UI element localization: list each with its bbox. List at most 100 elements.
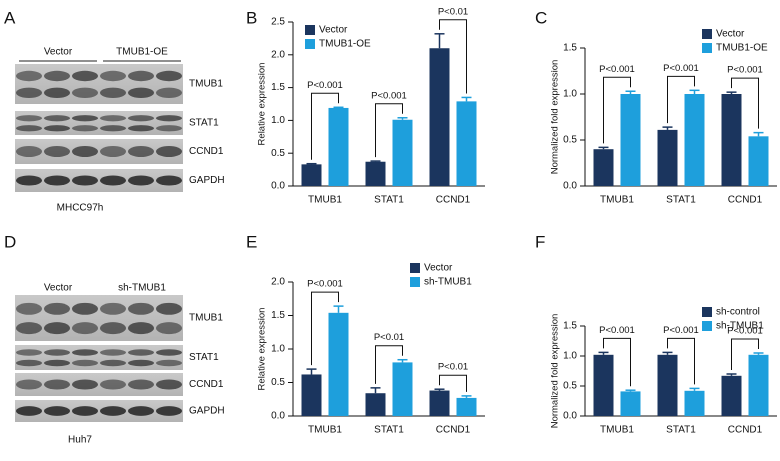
x-tick-label: STAT1 bbox=[666, 195, 696, 206]
bar bbox=[620, 391, 641, 416]
blot-band bbox=[156, 70, 182, 82]
panel-letter: A bbox=[4, 8, 16, 27]
blot-band bbox=[156, 349, 182, 356]
significance-bracket bbox=[603, 76, 631, 144]
blot-band bbox=[72, 146, 98, 157]
blot-band bbox=[44, 359, 70, 367]
x-tick-label: STAT1 bbox=[374, 425, 404, 436]
x-tick-label: CCND1 bbox=[728, 425, 763, 436]
blot-band bbox=[100, 359, 126, 367]
bar bbox=[620, 94, 641, 186]
y-tick-label: 0.0 bbox=[563, 411, 577, 422]
x-tick-label: CCND1 bbox=[436, 195, 471, 206]
bar bbox=[392, 362, 413, 416]
blot-band bbox=[44, 349, 70, 356]
blot-band bbox=[16, 146, 42, 157]
blot-band bbox=[72, 115, 98, 122]
blot-band bbox=[100, 349, 126, 356]
bar bbox=[657, 354, 678, 416]
blot-band bbox=[16, 125, 42, 132]
blot-band bbox=[100, 146, 126, 157]
p-value: P<0.01 bbox=[438, 6, 468, 17]
blot-band bbox=[100, 175, 126, 186]
cell-line: Huh7 bbox=[68, 435, 92, 446]
cell-line: MHCC97h bbox=[57, 203, 104, 214]
legend-label: sh-TMUB1 bbox=[716, 321, 764, 332]
p-value: P<0.001 bbox=[599, 64, 635, 75]
blot-band bbox=[16, 302, 42, 315]
blot-band bbox=[156, 146, 182, 157]
blot-band bbox=[44, 175, 70, 186]
band-label: CCND1 bbox=[189, 146, 224, 157]
legend-label: Vector bbox=[716, 29, 745, 40]
blot-band bbox=[128, 115, 154, 122]
x-tick-label: TMUB1 bbox=[600, 425, 634, 436]
blot-band bbox=[16, 322, 42, 335]
y-tick-label: 1.5 bbox=[271, 82, 285, 93]
blot-band bbox=[128, 125, 154, 132]
legend-swatch bbox=[702, 43, 712, 53]
y-tick-label: 0.0 bbox=[271, 181, 285, 192]
blot-band bbox=[156, 115, 182, 122]
x-tick-label: TMUB1 bbox=[600, 195, 634, 206]
blot-band bbox=[100, 302, 126, 315]
x-tick-label: STAT1 bbox=[666, 425, 696, 436]
blot-band bbox=[128, 70, 154, 82]
p-value: P<0.01 bbox=[438, 362, 468, 373]
p-value: P<0.001 bbox=[371, 90, 407, 101]
blot-band bbox=[16, 70, 42, 82]
bar bbox=[721, 94, 742, 186]
blot-band bbox=[128, 359, 154, 367]
legend-swatch bbox=[305, 39, 315, 49]
y-tick-label: 1.5 bbox=[271, 310, 285, 321]
blot-strip bbox=[15, 169, 183, 192]
bar bbox=[456, 101, 477, 186]
y-tick-label: 0.5 bbox=[271, 377, 285, 388]
blot-band bbox=[156, 302, 182, 315]
legend-swatch bbox=[410, 263, 420, 273]
blot-band bbox=[128, 302, 154, 315]
y-tick-label: 2.5 bbox=[271, 17, 285, 28]
blot-band bbox=[44, 379, 70, 390]
panel-letter: D bbox=[4, 232, 16, 251]
x-tick-label: TMUB1 bbox=[308, 425, 342, 436]
blot-band bbox=[44, 302, 70, 315]
p-value: P<0.001 bbox=[307, 279, 343, 290]
significance-bracket bbox=[439, 374, 467, 392]
blot-band bbox=[16, 87, 42, 99]
significance-bracket bbox=[375, 345, 403, 384]
y-axis-label: Normalized fold expression bbox=[550, 314, 561, 429]
legend-label: TMUB1-OE bbox=[319, 39, 371, 50]
blot-band bbox=[100, 115, 126, 122]
bar bbox=[657, 129, 678, 186]
significance-bracket bbox=[311, 92, 339, 160]
panel-letter: F bbox=[535, 232, 545, 251]
p-value: P<0.01 bbox=[374, 332, 404, 343]
blot-band bbox=[72, 175, 98, 186]
band-label: TMUB1 bbox=[189, 313, 223, 324]
panel-letter: E bbox=[246, 232, 257, 251]
blot-band bbox=[128, 379, 154, 390]
legend-label: sh-control bbox=[716, 307, 760, 318]
blot-band bbox=[100, 406, 126, 416]
blot-band bbox=[72, 87, 98, 99]
band-label: STAT1 bbox=[189, 118, 219, 129]
blot-band bbox=[156, 359, 182, 367]
significance-bracket bbox=[667, 337, 695, 385]
blot-band bbox=[16, 175, 42, 186]
blot-band bbox=[72, 322, 98, 335]
blot-band bbox=[72, 406, 98, 416]
p-value: P<0.001 bbox=[727, 326, 763, 337]
bar bbox=[456, 397, 477, 416]
blot-band bbox=[128, 406, 154, 416]
blot-band bbox=[128, 87, 154, 99]
blot-band bbox=[156, 125, 182, 132]
bar bbox=[429, 390, 450, 416]
p-value: P<0.001 bbox=[727, 65, 763, 76]
y-tick-label: 1.5 bbox=[563, 43, 577, 54]
significance-bracket bbox=[731, 77, 759, 129]
panel-letter: B bbox=[246, 8, 257, 27]
blot-band bbox=[156, 175, 182, 186]
blot-band bbox=[44, 406, 70, 416]
